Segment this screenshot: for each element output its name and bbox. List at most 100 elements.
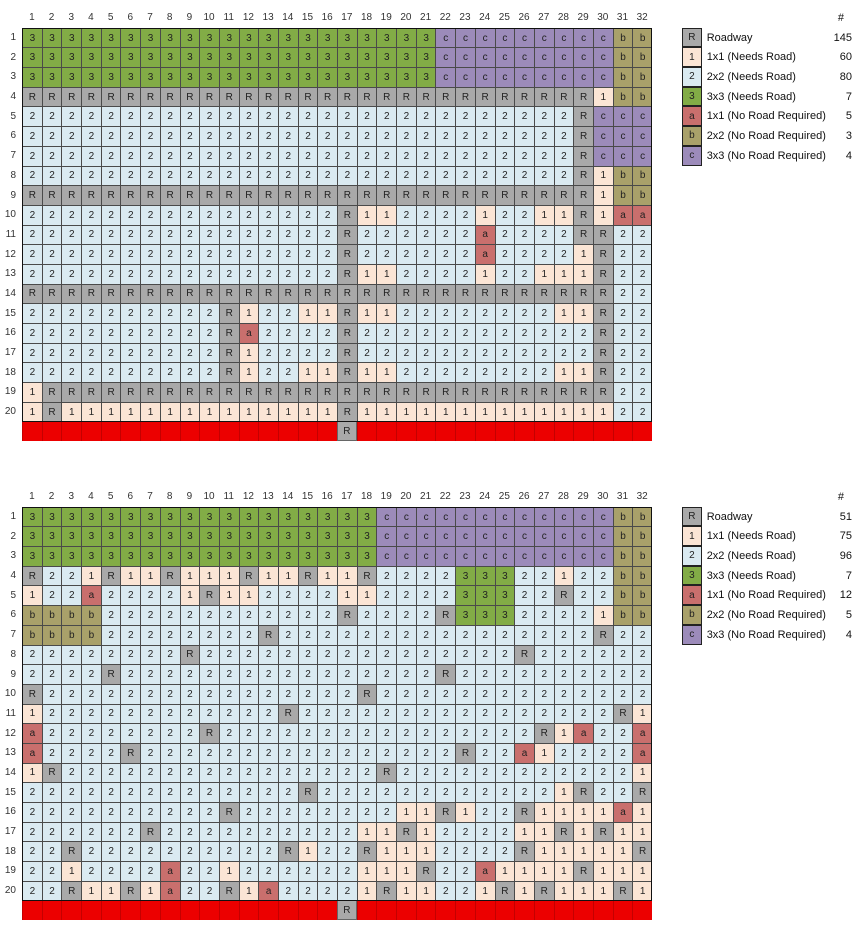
grid-cell[interactable]: 2 bbox=[41, 782, 62, 802]
grid-cell[interactable]: 2 bbox=[22, 342, 42, 363]
grid-cell[interactable]: 1 bbox=[317, 565, 337, 586]
grid-cell[interactable]: 2 bbox=[41, 244, 62, 264]
grid-cell[interactable]: 2 bbox=[179, 742, 200, 763]
grid-cell[interactable]: 1 bbox=[553, 263, 574, 284]
grid-cell[interactable]: 2 bbox=[337, 106, 357, 127]
grid-cell[interactable]: 2 bbox=[258, 644, 278, 665]
grid-cell[interactable]: 2 bbox=[81, 841, 101, 862]
grid-cell[interactable]: c bbox=[592, 47, 613, 68]
grid-cell[interactable]: 2 bbox=[179, 762, 200, 783]
grid-cell[interactable]: 3 bbox=[337, 27, 357, 48]
grid-cell[interactable]: R bbox=[455, 185, 475, 205]
grid-cell[interactable]: 2 bbox=[61, 821, 82, 842]
grid-cell[interactable]: c bbox=[455, 27, 475, 48]
grid-cell[interactable]: R bbox=[435, 664, 456, 684]
grid-cell[interactable]: R bbox=[199, 585, 219, 606]
grid-cell[interactable]: 2 bbox=[455, 362, 475, 383]
grid-cell[interactable]: 2 bbox=[573, 683, 593, 704]
grid-cell[interactable]: 2 bbox=[533, 585, 554, 606]
grid-cell[interactable]: 2 bbox=[238, 723, 259, 743]
grid-cell[interactable]: R bbox=[297, 185, 318, 205]
grid-cell[interactable]: R bbox=[218, 303, 239, 323]
grid-cell[interactable]: 2 bbox=[455, 244, 475, 264]
grid-cell[interactable]: R bbox=[100, 185, 121, 205]
grid-cell[interactable]: R bbox=[100, 664, 121, 684]
grid-cell[interactable]: 2 bbox=[120, 263, 141, 284]
grid-cell[interactable]: 1 bbox=[140, 565, 160, 586]
grid-cell[interactable]: 2 bbox=[592, 723, 613, 743]
grid-cell[interactable]: R bbox=[337, 323, 357, 343]
grid-cell[interactable]: 3 bbox=[415, 47, 436, 68]
grid-cell[interactable]: 2 bbox=[494, 762, 515, 783]
grid-cell[interactable]: 2 bbox=[435, 106, 456, 127]
grid-cell[interactable]: 2 bbox=[81, 362, 101, 383]
grid-cell[interactable]: 2 bbox=[258, 742, 278, 763]
grid-cell[interactable]: c bbox=[612, 106, 633, 127]
grid-cell[interactable]: 1 bbox=[553, 782, 574, 802]
grid-cell[interactable]: b bbox=[612, 185, 633, 205]
grid-cell[interactable]: 2 bbox=[632, 323, 652, 343]
grid-cell[interactable]: 2 bbox=[396, 362, 416, 383]
grid-cell[interactable]: R bbox=[514, 382, 534, 402]
grid-cell[interactable]: 2 bbox=[199, 644, 219, 665]
grid-cell[interactable]: b bbox=[612, 27, 633, 48]
grid-cell[interactable]: 2 bbox=[396, 703, 416, 724]
grid-cell[interactable]: 2 bbox=[337, 841, 357, 862]
grid-cell[interactable]: 2 bbox=[317, 782, 337, 802]
grid-cell[interactable]: c bbox=[592, 526, 613, 547]
grid-cell[interactable]: 2 bbox=[553, 624, 574, 645]
grid-cell[interactable]: 2 bbox=[494, 126, 515, 146]
grid-cell[interactable]: R bbox=[61, 880, 82, 901]
grid-cell[interactable]: R bbox=[61, 382, 82, 402]
grid-cell[interactable]: R bbox=[120, 86, 141, 107]
grid-cell[interactable]: 2 bbox=[632, 342, 652, 363]
grid-cell[interactable]: 2 bbox=[238, 126, 259, 146]
grid-cell[interactable]: 3 bbox=[356, 27, 377, 48]
grid-cell[interactable]: R bbox=[573, 145, 593, 166]
grid-cell[interactable]: 2 bbox=[277, 644, 298, 665]
grid-cell[interactable]: R bbox=[258, 283, 278, 304]
grid-cell[interactable]: R bbox=[533, 723, 554, 743]
grid-cell[interactable]: 1 bbox=[258, 565, 278, 586]
grid-cell[interactable]: 2 bbox=[337, 742, 357, 763]
grid-cell[interactable]: 3 bbox=[277, 47, 298, 68]
grid-cell[interactable]: 2 bbox=[376, 342, 397, 363]
grid-cell[interactable]: 3 bbox=[61, 67, 82, 87]
grid-cell[interactable]: 2 bbox=[277, 742, 298, 763]
grid-cell[interactable]: R bbox=[573, 165, 593, 186]
grid-cell[interactable]: 2 bbox=[100, 106, 121, 127]
grid-cell[interactable]: 2 bbox=[356, 762, 377, 783]
grid-cell[interactable]: 2 bbox=[179, 106, 200, 127]
grid-cell[interactable]: 2 bbox=[474, 362, 495, 383]
grid-cell[interactable]: 2 bbox=[120, 644, 141, 665]
grid-cell[interactable]: 2 bbox=[81, 303, 101, 323]
grid-cell[interactable]: 3 bbox=[277, 506, 298, 527]
grid-cell[interactable]: 2 bbox=[592, 664, 613, 684]
grid-cell[interactable]: 2 bbox=[337, 145, 357, 166]
grid-cell[interactable]: R bbox=[632, 841, 652, 862]
grid-cell[interactable]: 2 bbox=[22, 126, 42, 146]
grid-cell[interactable]: 2 bbox=[179, 683, 200, 704]
grid-cell[interactable]: R bbox=[494, 86, 515, 107]
grid-cell[interactable]: 2 bbox=[41, 106, 62, 127]
grid-cell[interactable]: 2 bbox=[199, 821, 219, 842]
grid-cell[interactable]: 2 bbox=[61, 742, 82, 763]
grid-cell[interactable]: 2 bbox=[140, 605, 160, 625]
grid-cell[interactable]: 3 bbox=[159, 546, 180, 566]
grid-cell[interactable]: 2 bbox=[159, 362, 180, 383]
grid-cell[interactable]: 1 bbox=[238, 342, 259, 363]
grid-cell[interactable]: 1 bbox=[218, 861, 239, 881]
grid-cell[interactable]: 3 bbox=[356, 47, 377, 68]
grid-cell[interactable]: 2 bbox=[533, 664, 554, 684]
grid-cell[interactable]: R bbox=[337, 303, 357, 323]
grid-cell[interactable]: b bbox=[612, 526, 633, 547]
grid-cell[interactable]: 3 bbox=[376, 27, 397, 48]
grid-cell[interactable]: 2 bbox=[455, 165, 475, 186]
grid-cell[interactable]: R bbox=[41, 762, 62, 783]
grid-cell[interactable]: 2 bbox=[317, 342, 337, 363]
grid-cell[interactable]: 1 bbox=[376, 362, 397, 383]
grid-cell[interactable]: 1 bbox=[533, 802, 554, 822]
grid-cell[interactable]: 2 bbox=[159, 106, 180, 127]
grid-cell[interactable]: 2 bbox=[435, 362, 456, 383]
grid-cell[interactable]: c bbox=[435, 47, 456, 68]
